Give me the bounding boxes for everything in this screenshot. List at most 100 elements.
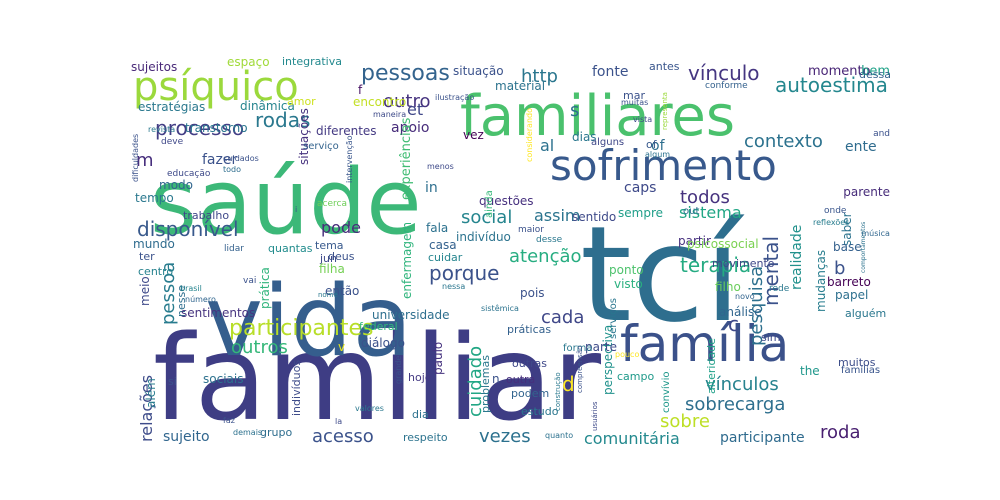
word-55: in: [425, 180, 438, 196]
word-173: intervenção: [345, 135, 354, 183]
word-168: educação: [167, 169, 211, 179]
word-104: indivíduo: [456, 230, 511, 244]
word-14: contexto: [744, 131, 823, 152]
word-110: psicossocial: [687, 237, 759, 251]
word-107: ponto: [609, 263, 644, 277]
word-80: conforme: [705, 81, 748, 91]
word-122: análise: [719, 305, 762, 319]
word-123: perspectiva: [601, 325, 615, 395]
word-51: apoio: [391, 120, 430, 136]
word-156: música: [861, 229, 890, 238]
word-27: sobrecarga: [685, 394, 785, 415]
word-36: cada: [541, 307, 584, 328]
word-158: onde: [824, 206, 847, 216]
word-58: bem: [861, 64, 890, 79]
word-141: além: [144, 378, 158, 408]
word-22: pessoa: [158, 262, 179, 325]
word-163: desse: [536, 235, 563, 245]
word-126: muitos: [838, 356, 876, 369]
word-75: dias: [572, 130, 597, 144]
word-48: al: [540, 136, 554, 155]
word-121: práticas: [507, 323, 551, 336]
word-2: saúde: [150, 150, 422, 255]
word-157: reflexões: [813, 218, 849, 227]
word-100: prática: [258, 267, 272, 309]
word-32: relações: [137, 375, 156, 442]
word-9: pessoas: [361, 61, 450, 86]
word-57: momento: [808, 64, 871, 79]
word-59: sujeitos: [131, 60, 177, 74]
word-79: mar: [623, 89, 645, 102]
word-187: demais: [233, 428, 262, 437]
word-60: espaço: [227, 55, 270, 69]
word-116: alguém: [845, 307, 886, 320]
word-164: maior: [518, 225, 544, 235]
word-76: alguns: [591, 137, 624, 148]
word-11: autoestima: [775, 73, 888, 97]
word-127: the: [800, 364, 820, 378]
word-98: casa: [429, 238, 457, 252]
word-81: dessa: [859, 68, 891, 81]
word-120: diálogo: [361, 336, 405, 350]
word-41: sujeito: [163, 429, 210, 445]
word-165: ainda: [484, 190, 495, 218]
word-73: questões: [479, 194, 534, 208]
word-134: outras: [512, 357, 547, 370]
word-21: todos: [680, 187, 730, 208]
word-62: situação: [453, 64, 504, 78]
word-56: fonte: [592, 64, 628, 80]
word-188: muitas: [621, 98, 648, 107]
word-112: movimento: [712, 257, 775, 270]
word-175: ilustração: [435, 93, 474, 102]
word-177: sistêmica: [481, 303, 519, 313]
word-181: usuários: [591, 401, 599, 431]
word-150: lidar: [224, 244, 244, 254]
word-131: hoje: [408, 371, 432, 384]
word-61: integrativa: [282, 55, 342, 68]
word-cloud-canvas: familiartcísaúdevidafamiliaresfamíliasof…: [131, 55, 891, 448]
word-54: of: [651, 138, 666, 154]
word-10: processo: [155, 116, 244, 140]
word-129: sociais: [203, 372, 243, 386]
word-74: sentido: [572, 210, 616, 224]
word-196: i: [295, 205, 297, 214]
word-42: d: [562, 372, 575, 396]
word-0: familiar: [153, 309, 601, 447]
word-191: dificuldades: [131, 134, 140, 182]
word-195: comportamentos: [860, 222, 867, 273]
word-66: amor: [287, 95, 316, 108]
word-cloud: familiar tcí saúde vida familiares família sof…: [125, 55, 891, 448]
word-103: enfermagem: [400, 222, 414, 299]
word-101: então: [325, 284, 359, 298]
word-114: barreto: [827, 275, 871, 289]
word-50: fazer: [202, 152, 237, 168]
word-13: rodas: [255, 108, 310, 132]
word-174: maneira: [373, 110, 406, 119]
word-87: trabalho: [183, 209, 229, 222]
word-128: famílias: [841, 364, 880, 376]
word-35: http: [521, 66, 558, 87]
word-183: grande: [394, 356, 403, 384]
word-8: participantes: [229, 316, 373, 341]
word-29: acesso: [312, 426, 374, 447]
word-159: and: [873, 129, 890, 139]
word-69: transtorno: [185, 121, 248, 135]
word-135: outra: [506, 373, 535, 386]
word-83: saber: [840, 212, 854, 246]
word-46: m: [136, 150, 154, 171]
word-115: papel: [835, 288, 868, 302]
word-12: vínculo: [688, 61, 760, 85]
word-95: deus: [328, 250, 355, 263]
word-47: et: [407, 100, 423, 119]
word-102: cuidar: [428, 251, 463, 264]
word-132: dia: [412, 408, 429, 421]
word-28: comunitária: [584, 429, 680, 448]
word-64: estratégias: [138, 100, 205, 114]
word-172: serviço: [303, 141, 339, 152]
word-113: base: [833, 240, 862, 254]
word-97: filha: [319, 262, 345, 276]
word-138: campo: [617, 370, 654, 383]
word-106: partir: [678, 234, 711, 248]
word-149: convívio: [660, 372, 672, 413]
word-18: terapia: [680, 253, 751, 277]
